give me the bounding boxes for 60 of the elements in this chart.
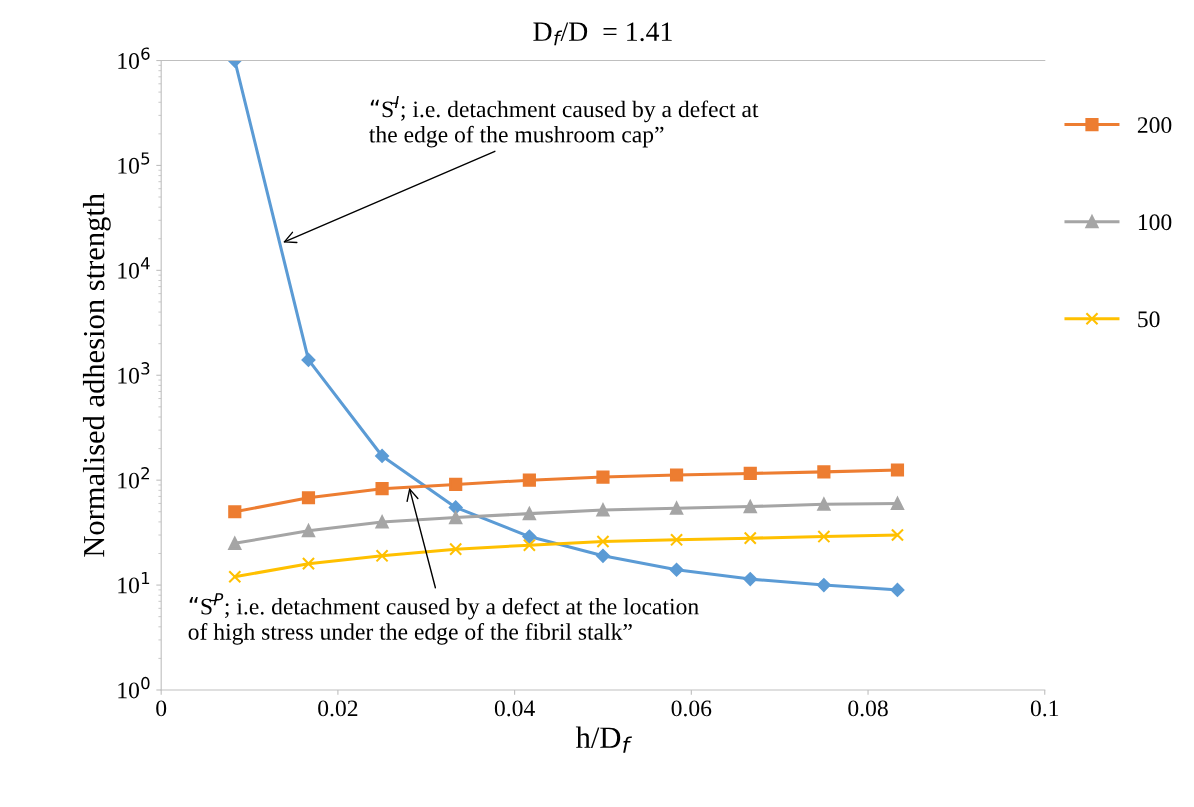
point	[890, 496, 905, 511]
point	[743, 572, 758, 587]
chart-title: D$_{f}$/D = 1.41	[533, 22, 672, 46]
point	[449, 510, 463, 525]
x-tick-label: 0.08	[848, 700, 888, 717]
annotation: “S̄$^{P}$; i.e. detachment caused by a defect at the location of high stress under the edge of the fibril stalk”	[188, 593, 699, 645]
point	[228, 536, 242, 550]
point	[669, 468, 684, 482]
y-axis-title: Normalised adhesion strength	[82, 193, 111, 557]
point	[375, 482, 389, 496]
point	[375, 549, 389, 563]
point	[522, 538, 536, 552]
point	[816, 578, 831, 593]
point	[449, 542, 463, 556]
point	[522, 473, 536, 487]
point	[817, 497, 831, 511]
y-tick-label: 10$^{2}$	[118, 467, 149, 489]
point	[890, 582, 905, 597]
point	[448, 500, 463, 515]
point	[669, 501, 684, 515]
x-axis-title: h/D$_{f}$	[575, 726, 632, 753]
point	[228, 505, 242, 519]
point	[301, 491, 316, 505]
y-tick-label: 10$^{0}$	[118, 676, 150, 699]
point	[228, 570, 242, 584]
point	[890, 463, 905, 477]
legend-label: 50	[1138, 311, 1160, 328]
x-tick-label: 0.02	[318, 700, 358, 717]
point	[890, 528, 905, 542]
point	[817, 529, 831, 544]
point	[522, 529, 537, 544]
point	[669, 562, 684, 577]
point	[375, 449, 390, 463]
y-tick-label: 10$^{5}$	[118, 152, 150, 174]
point	[301, 352, 316, 367]
x-tick-label: 0.06	[671, 700, 712, 717]
point	[743, 499, 757, 514]
point	[522, 507, 536, 521]
annotation: “S̄$^{I}$; i.e. detachment caused by a defect at the edge of the mushroom cap”	[369, 95, 759, 148]
point	[669, 533, 684, 547]
point	[596, 503, 610, 517]
x-tick-label: 0.04	[494, 700, 535, 717]
point	[743, 466, 757, 480]
point	[817, 465, 831, 479]
y-tick-label: 10$^{1}$	[118, 572, 150, 594]
point	[596, 548, 610, 563]
legend-label: 200	[1137, 117, 1172, 134]
y-tick-label: 10$^{6}$	[118, 47, 150, 69]
point	[596, 470, 610, 484]
point	[301, 524, 316, 538]
y-tick-label: 10$^{3}$	[118, 362, 150, 384]
legend-label: 100	[1138, 214, 1172, 231]
point	[375, 515, 389, 529]
x-tick-label: 0.1	[1030, 700, 1059, 717]
point	[301, 557, 316, 571]
point	[596, 534, 610, 549]
x-tick-label: 0	[156, 700, 167, 717]
point	[449, 477, 463, 492]
point	[743, 531, 757, 545]
y-tick-label: 10$^{4}$	[118, 257, 150, 279]
